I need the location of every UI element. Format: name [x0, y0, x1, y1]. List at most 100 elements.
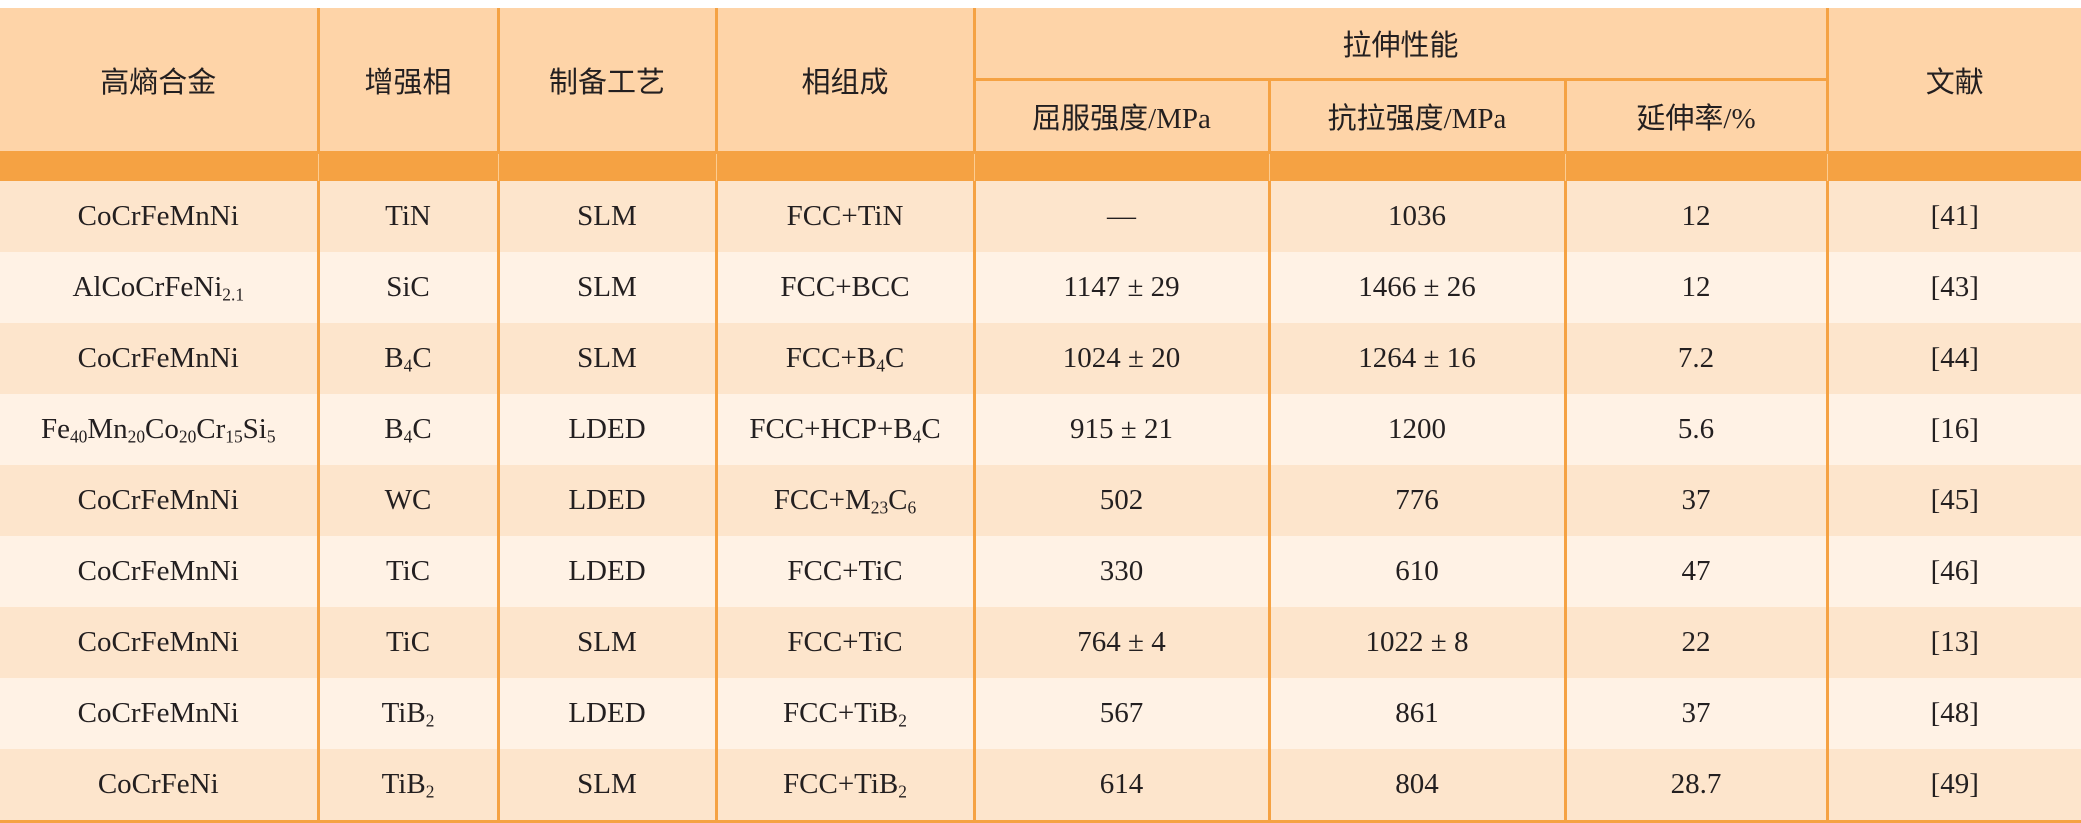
- cell-tensile-strength: 1036: [1267, 181, 1565, 252]
- formula-text: C: [412, 342, 432, 374]
- table-row: CoCrFeNi TiB2 SLM FCC+TiB2 614 804 28.7 [49]: [0, 749, 2081, 823]
- formula-text: FCC+HCP+B: [749, 413, 913, 445]
- cell-alloy: CoCrFeMnNi: [0, 323, 318, 394]
- table-row: CoCrFeMnNi WC LDED FCC+M23C6 502 776 37 [45]: [0, 465, 2081, 536]
- cell-elongation: 47: [1563, 536, 1827, 607]
- formula-text: TiC: [385, 626, 431, 658]
- header-alloy: 高熵合金: [0, 8, 318, 151]
- cell-alloy: CoCrFeMnNi: [0, 678, 318, 749]
- formula-text: WC: [384, 484, 432, 516]
- cell-yield-strength: 502: [972, 465, 1269, 536]
- cell-phase: FCC+BCC: [714, 252, 974, 323]
- cell-phase: FCC+TiB2: [714, 749, 974, 823]
- formula-subscript: 4: [403, 355, 413, 376]
- cell-tensile-strength: 1466 ± 26: [1267, 252, 1565, 323]
- formula-text: AlCoCrFeNi: [72, 271, 223, 303]
- cell-phase: FCC+HCP+B4C: [714, 394, 974, 465]
- formula-text: Mn: [87, 413, 128, 445]
- formula-subscript: 2: [425, 781, 435, 802]
- cell-process: SLM: [496, 252, 716, 323]
- formula-text: CoCrFeMnNi: [77, 626, 239, 658]
- cell-elongation: 12: [1563, 252, 1827, 323]
- formula-text: FCC+TiB: [783, 697, 899, 729]
- header-yield-strength: 屈服强度/MPa: [972, 79, 1269, 151]
- formula-text: Co: [145, 413, 179, 445]
- cell-reinforcement: TiB2: [316, 678, 498, 749]
- cell-tensile-strength: 861: [1267, 678, 1565, 749]
- header-reinforcement: 增强相: [316, 8, 498, 151]
- formula-subscript: 4: [403, 426, 413, 447]
- formula-text: Si: [242, 413, 267, 445]
- formula-subscript: 4: [876, 355, 885, 376]
- cell-yield-strength: 1147 ± 29: [972, 252, 1269, 323]
- cell-elongation: 7.2: [1563, 323, 1827, 394]
- formula-text: C: [884, 342, 905, 374]
- cell-reinforcement: SiC: [316, 252, 498, 323]
- cell-tensile-strength: 804: [1267, 749, 1565, 823]
- table-row: AlCoCrFeNi2.1 SiC SLM FCC+BCC 1147 ± 29 1466 …: [0, 252, 2081, 323]
- formula-text: SiC: [386, 271, 430, 303]
- formula-text: CoCrFeMnNi: [77, 697, 239, 729]
- cell-reference: [41]: [1825, 181, 2081, 252]
- cell-reference: [49]: [1825, 749, 2081, 823]
- cell-phase: FCC+TiC: [714, 607, 974, 678]
- header-reference: 文献: [1825, 8, 2081, 151]
- formula-text: FCC+TiC: [787, 626, 903, 658]
- cell-process: LDED: [496, 394, 716, 465]
- cell-yield-strength: —: [972, 181, 1269, 252]
- cell-yield-strength: 915 ± 21: [972, 394, 1269, 465]
- cell-reinforcement: TiC: [316, 536, 498, 607]
- cell-alloy: CoCrFeMnNi: [0, 181, 318, 252]
- cell-process: SLM: [496, 181, 716, 252]
- cell-phase: FCC+M23C6: [714, 465, 974, 536]
- cell-reinforcement: B4C: [316, 323, 498, 394]
- formula-text: FCC+TiC: [787, 555, 903, 587]
- formula-text: CoCrFeNi: [97, 768, 219, 800]
- formula-subscript: 40: [69, 426, 88, 447]
- formula-subscript: 5: [266, 426, 276, 447]
- cell-reference: [16]: [1825, 394, 2081, 465]
- table-row: Fe40Mn20Co20Cr15Si5 B4C LDED FCC+HCP+B4C 915…: [0, 394, 2081, 465]
- formula-text: C: [888, 484, 908, 516]
- cell-reference: [45]: [1825, 465, 2081, 536]
- top-band: [0, 154, 2081, 181]
- cell-yield-strength: 567: [972, 678, 1269, 749]
- cell-elongation: 22: [1563, 607, 1827, 678]
- formula-text: TiB: [381, 697, 426, 729]
- formula-text: FCC+BCC: [780, 271, 910, 303]
- cell-elongation: 28.7: [1563, 749, 1827, 823]
- cell-process: LDED: [496, 536, 716, 607]
- cell-tensile-strength: 1264 ± 16: [1267, 323, 1565, 394]
- formula-subscript: 2.1: [222, 284, 245, 305]
- cell-reference: [13]: [1825, 607, 2081, 678]
- table-row: CoCrFeMnNi TiC LDED FCC+TiC 330 610 47 [46]: [0, 536, 2081, 607]
- cell-reinforcement: TiC: [316, 607, 498, 678]
- cell-reinforcement: WC: [316, 465, 498, 536]
- formula-subscript: 23: [870, 497, 889, 518]
- header-phase: 相组成: [714, 8, 974, 151]
- cell-yield-strength: 330: [972, 536, 1269, 607]
- cell-alloy: AlCoCrFeNi2.1: [0, 252, 318, 323]
- cell-process: SLM: [496, 323, 716, 394]
- cell-tensile-strength: 610: [1267, 536, 1565, 607]
- formula-text: B: [384, 413, 404, 445]
- cell-alloy: CoCrFeNi: [0, 749, 318, 823]
- cell-alloy: CoCrFeMnNi: [0, 536, 318, 607]
- cell-process: LDED: [496, 678, 716, 749]
- cell-phase: FCC+TiC: [714, 536, 974, 607]
- cell-yield-strength: 1024 ± 20: [972, 323, 1269, 394]
- formula-text: CoCrFeMnNi: [77, 342, 239, 374]
- table-row: CoCrFeMnNi TiC SLM FCC+TiC 764 ± 4 1022 ± 8 22…: [0, 607, 2081, 678]
- cell-process: SLM: [496, 607, 716, 678]
- header-tensile-strength: 抗拉强度/MPa: [1267, 79, 1565, 151]
- cell-reinforcement: B4C: [316, 394, 498, 465]
- cell-reinforcement: TiN: [316, 181, 498, 252]
- formula-text: CoCrFeMnNi: [77, 200, 239, 232]
- formula-text: CoCrFeMnNi: [77, 484, 239, 516]
- cell-elongation: 37: [1563, 678, 1827, 749]
- cell-elongation: 37: [1563, 465, 1827, 536]
- formula-subscript: 4: [912, 426, 922, 447]
- cell-reference: [43]: [1825, 252, 2081, 323]
- formula-text: C: [921, 413, 941, 445]
- formula-text: Fe: [40, 413, 70, 445]
